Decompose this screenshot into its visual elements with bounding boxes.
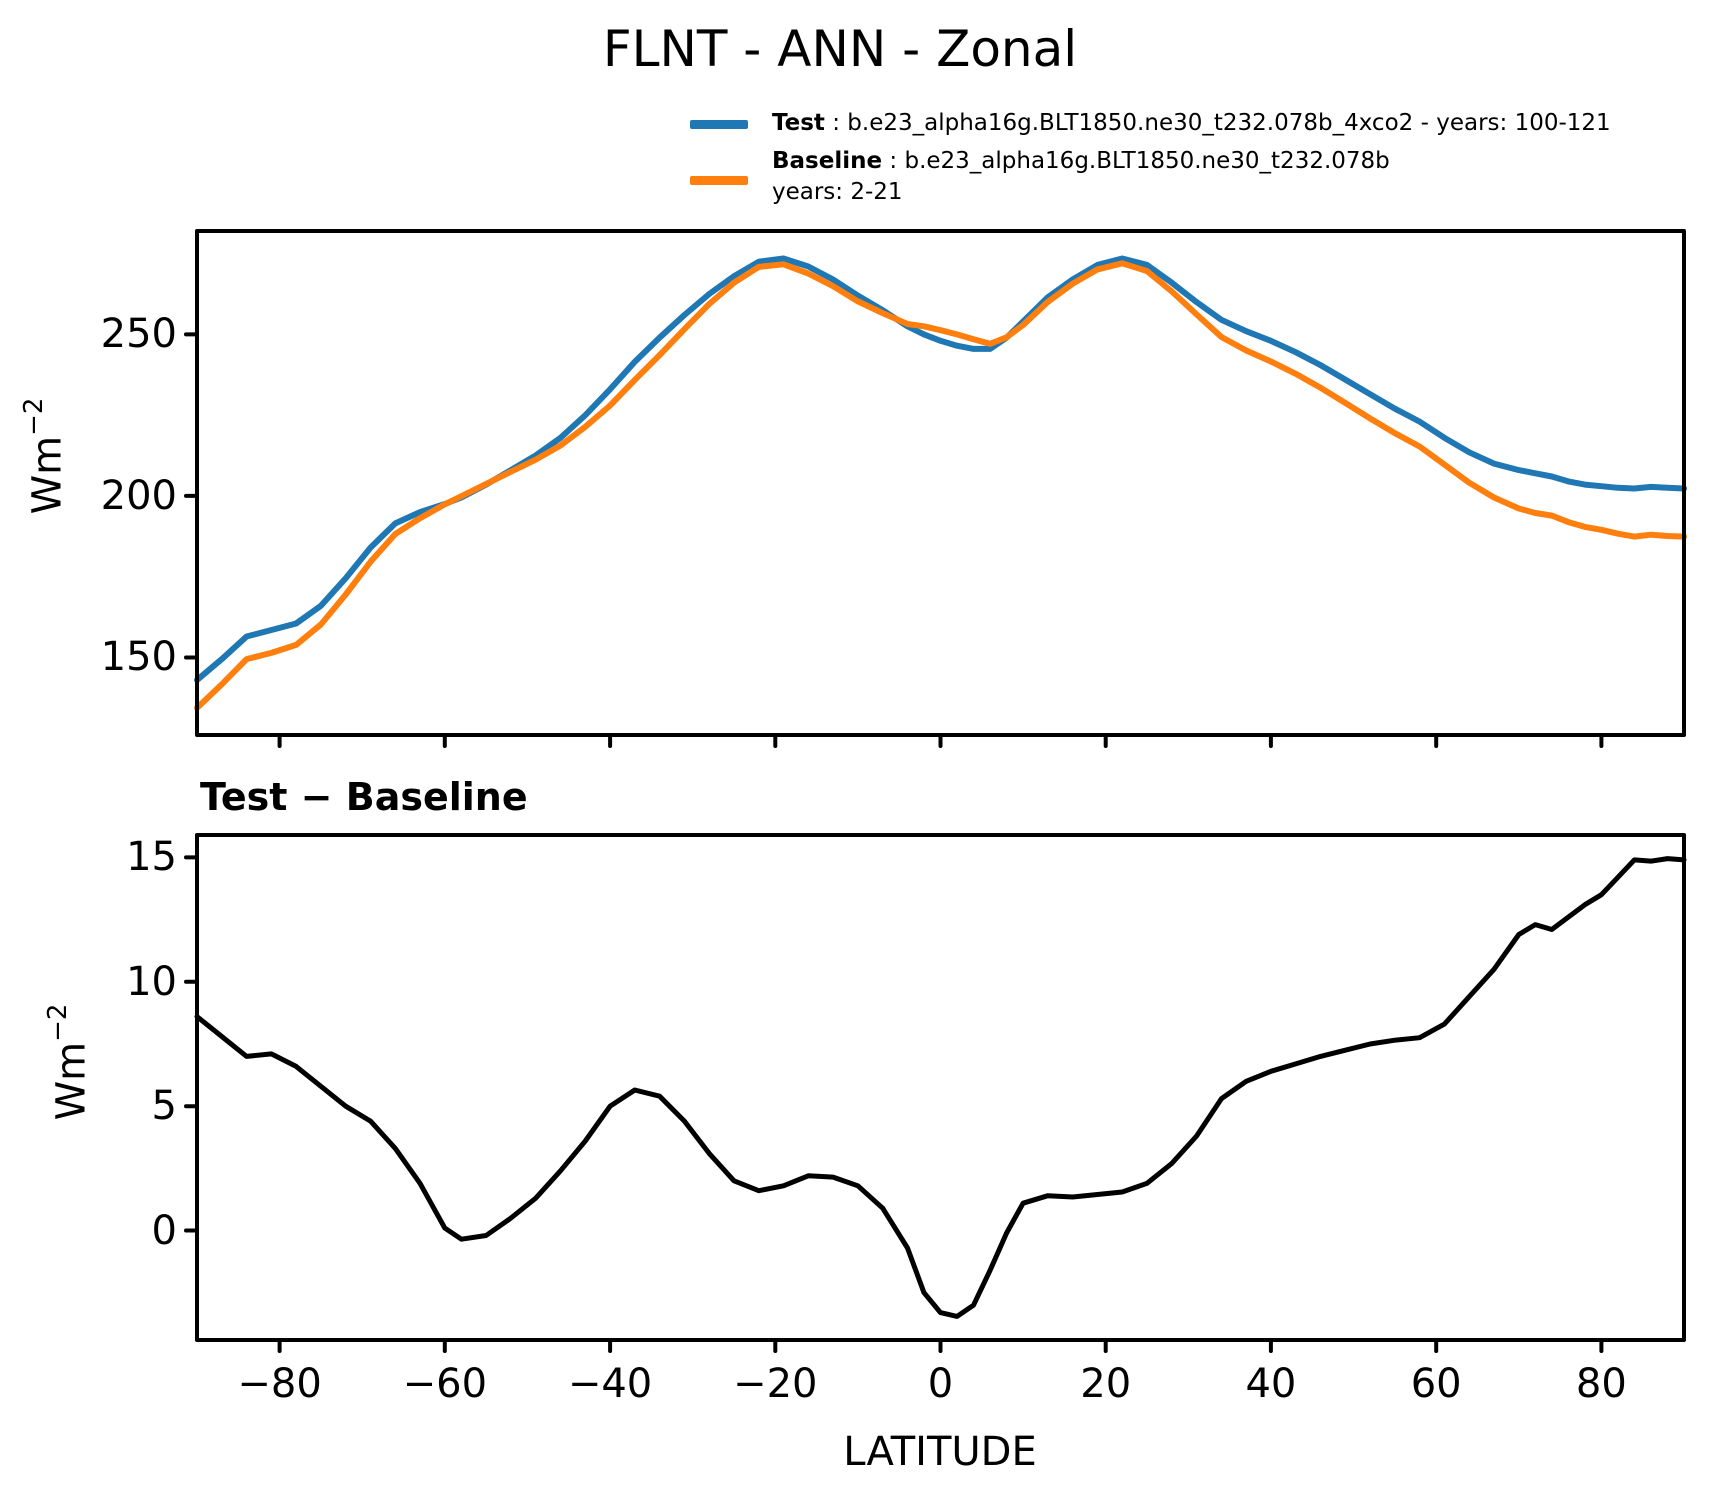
x-tick-label: 60 (1410, 1361, 1462, 1407)
x-tick-label: −80 (237, 1361, 322, 1407)
x-tick-label: 0 (927, 1361, 954, 1407)
y-tick-label: 250 (100, 311, 177, 358)
legend-test-desc: : b.e23_alpha16g.BLT1850.ne30_t232.078b_… (824, 110, 1611, 136)
x-tick-label: −20 (733, 1361, 818, 1407)
legend-entry-test: Test : b.e23_alpha16g.BLT1850.ne30_t232.… (772, 108, 1611, 138)
plot-path (194, 856, 1687, 1319)
legend-entry-baseline: Baseline : b.e23_alpha16g.BLT1850.ne30_t… (772, 146, 1390, 176)
y-tick-label: 150 (100, 634, 177, 681)
diff-ylabel-exponent: −2 (43, 1003, 74, 1042)
legend-baseline-label: Baseline (772, 148, 883, 174)
top-y-axis-label: Wm−2 (10, 346, 70, 566)
top-ylabel-base: Wm (24, 435, 71, 515)
x-axis-label: LATITUDE (843, 1429, 1037, 1475)
legend-test-label: Test (772, 110, 825, 136)
plot-path (195, 229, 1686, 737)
x-tick-label: 80 (1575, 1361, 1627, 1407)
plot-path (194, 255, 1687, 684)
diff-panel-title: Test − Baseline (200, 775, 528, 819)
x-tick-label: −40 (567, 1361, 653, 1407)
legend-swatch-test (690, 120, 748, 129)
plot-path (184, 855, 1604, 1353)
plot-path (195, 833, 1686, 1342)
legend-swatch-baseline (690, 176, 748, 185)
y-tick-label: 15 (126, 834, 177, 881)
x-tick-label: 20 (1080, 1361, 1132, 1407)
legend-baseline-years: years: 2-21 (772, 179, 903, 205)
plot-path (194, 260, 1687, 711)
x-tick-label: −60 (402, 1361, 488, 1407)
chart-title: FLNT - ANN - Zonal (602, 20, 1078, 78)
plot-path (184, 332, 1604, 748)
y-tick-label: 200 (100, 472, 177, 519)
top-ylabel-exponent: −2 (19, 397, 50, 436)
x-tick-label: 40 (1245, 1361, 1297, 1407)
legend-baseline-desc: : b.e23_alpha16g.BLT1850.ne30_t232.078b (882, 148, 1390, 174)
y-tick-label: 5 (151, 1083, 177, 1130)
y-tick-label: 0 (151, 1207, 177, 1254)
y-tick-label: 10 (126, 958, 177, 1005)
